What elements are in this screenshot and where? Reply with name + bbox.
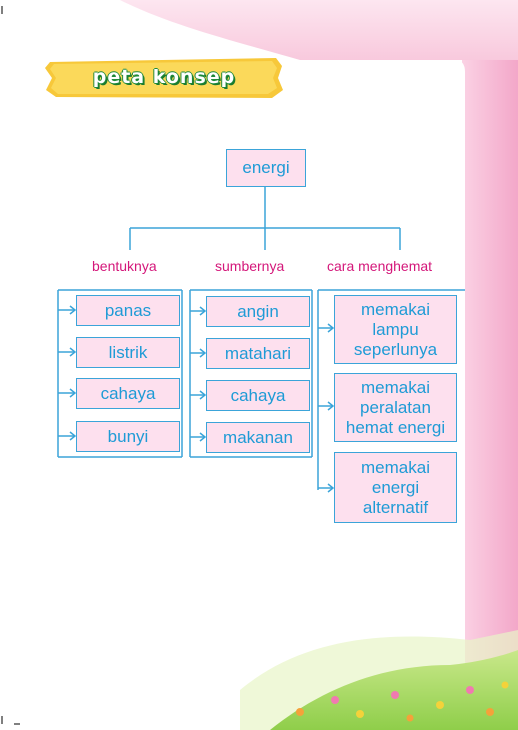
node-cahaya-1: cahaya	[76, 378, 180, 409]
node-makanan: makanan	[206, 422, 310, 453]
heading-cara-menghemat: cara menghemat	[327, 258, 433, 274]
heading-bentuknya: bentuknya	[92, 258, 157, 274]
node-peralatan: memakai peralatan hemat energi	[334, 373, 457, 442]
node-alternatif: memakai energi alternatif	[334, 452, 457, 523]
node-panas: panas	[76, 295, 180, 326]
heading-sumbernya: sumbernya	[215, 258, 285, 274]
flower-decoration	[296, 681, 509, 722]
node-listrik: listrik	[76, 337, 180, 368]
node-lampu: memakai lampu seperlunya	[334, 295, 457, 364]
title-banner	[45, 58, 283, 98]
root-node: energi	[226, 149, 306, 187]
node-cahaya-2: cahaya	[206, 380, 310, 411]
node-matahari: matahari	[206, 338, 310, 369]
node-bunyi: bunyi	[76, 421, 180, 452]
node-angin: angin	[206, 296, 310, 327]
banner-title: peta konsep	[92, 66, 236, 88]
